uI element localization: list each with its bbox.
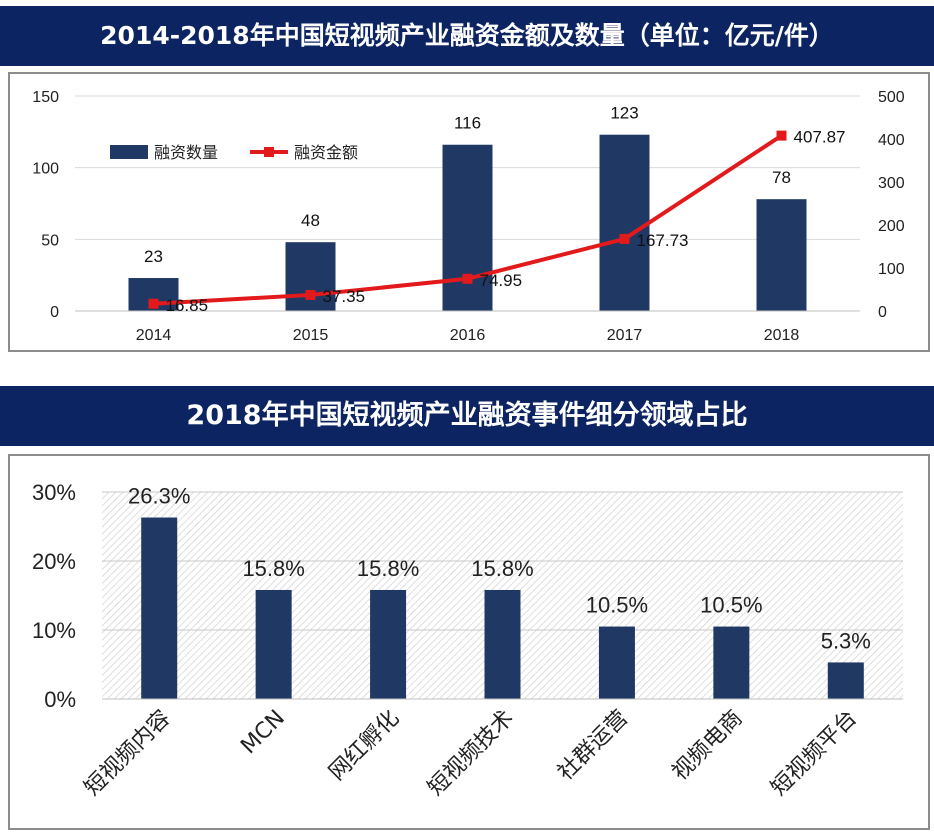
chart1-left-tick-label: 50 [41, 232, 59, 249]
chart1-right-tick-label: 200 [878, 218, 905, 235]
chart1-legend-swatch-bar [110, 145, 148, 159]
chart1-legend-label: 融资数量 [154, 143, 218, 162]
chart2-y-tick-label: 30% [32, 480, 76, 505]
chart1-x-tick-label: 2014 [136, 327, 172, 344]
chart2-bar-label: 10.5% [700, 593, 762, 618]
chart1-x-tick-label: 2017 [607, 327, 643, 344]
chart2-x-tick-label: 短视频内容 [80, 706, 175, 801]
chart2-bar-label: 10.5% [586, 593, 648, 618]
chart1-bar [599, 134, 650, 311]
chart2-panel: 0% 10% 20% 30% 26.3% 短视频内容 15.8% MCN 15.8% 网红孵化 15… [8, 454, 930, 830]
chart2-y-tick-label: 0% [44, 687, 76, 712]
chart1-x-tick-label: 2018 [764, 327, 800, 344]
chart1-x-tick-label: 2015 [293, 327, 329, 344]
chart1-line-label: 407.87 [794, 128, 846, 147]
chart1-legend-marker [264, 147, 274, 157]
chart2-y-tick-label: 10% [32, 618, 76, 643]
chart2-x-tick-label: 社群运营 [553, 706, 633, 786]
chart2-bar [370, 589, 407, 699]
chart1-right-tick-label: 500 [878, 89, 905, 106]
chart2-svg: 0% 10% 20% 30% 26.3% 短视频内容 15.8% MCN 15.8% 网红孵化 15… [32, 480, 903, 801]
chart2-bar [141, 517, 178, 699]
chart1-right-tick-label: 100 [878, 261, 905, 278]
chart1-left-tick-label: 100 [32, 161, 59, 178]
chart1-x-tick-label: 2016 [450, 327, 486, 344]
chart2-bar [713, 626, 750, 699]
chart1-line-label: 74.95 [480, 271, 523, 290]
chart1-svg: 0 50 100 150 0 100 200 300 400 500 23 2014 48 2015 116… [32, 89, 905, 344]
chart2-bar-label: 15.8% [471, 556, 533, 581]
chart1-right-tick-label: 300 [878, 175, 905, 192]
chart2-bar [827, 662, 864, 699]
chart1-right-tick-label: 400 [878, 132, 905, 149]
chart2-bar-label: 15.8% [357, 556, 419, 581]
chart2-bar-label: 26.3% [128, 484, 190, 509]
chart2-x-tick-label: 视频电商 [668, 706, 748, 786]
chart1-bar-label: 48 [301, 211, 320, 230]
chart1-right-tick-label: 0 [878, 304, 887, 321]
chart1-left-tick-label: 150 [32, 89, 59, 106]
chart1-bar-label: 78 [772, 168, 791, 187]
chart2-x-tick-label: 短视频平台 [767, 706, 862, 801]
chart2-bar [255, 589, 292, 699]
chart2-x-tick-label: 短视频技术 [423, 706, 518, 801]
chart1-line-point [462, 273, 473, 284]
chart2-bar-label: 5.3% [821, 628, 871, 653]
chart1-line-point [148, 298, 159, 309]
chart2-bar [598, 626, 635, 699]
chart1-bar-label: 116 [454, 114, 481, 133]
chart1-line-label: 167.73 [637, 231, 689, 250]
chart1-line-point [619, 233, 630, 244]
chart2-bar [484, 589, 521, 699]
chart1-line-label: 16.85 [166, 296, 209, 315]
chart1-bar-label: 23 [144, 247, 163, 266]
chart1-legend-label: 融资金额 [294, 143, 358, 162]
chart1-title: 2014-2018年中国短视频产业融资金额及数量（单位：亿元/件） [0, 6, 934, 66]
chart2-bar-label: 15.8% [242, 556, 304, 581]
chart1-line-point [305, 289, 316, 300]
chart2-title: 2018年中国短视频产业融资事件细分领域占比 [0, 386, 934, 446]
chart2-y-tick-label: 20% [32, 549, 76, 574]
chart2-x-tick-label: MCN [236, 706, 290, 760]
chart1-line-label: 37.35 [323, 287, 366, 306]
chart2-x-tick-label: 网红孵化 [324, 706, 404, 786]
chart1-panel: 0 50 100 150 0 100 200 300 400 500 23 2014 48 2015 116… [8, 72, 930, 352]
chart1-bar [756, 199, 807, 311]
chart1-line-point [776, 130, 787, 141]
chart1-bar-label: 123 [610, 104, 638, 123]
chart1-left-tick-label: 0 [50, 304, 59, 321]
